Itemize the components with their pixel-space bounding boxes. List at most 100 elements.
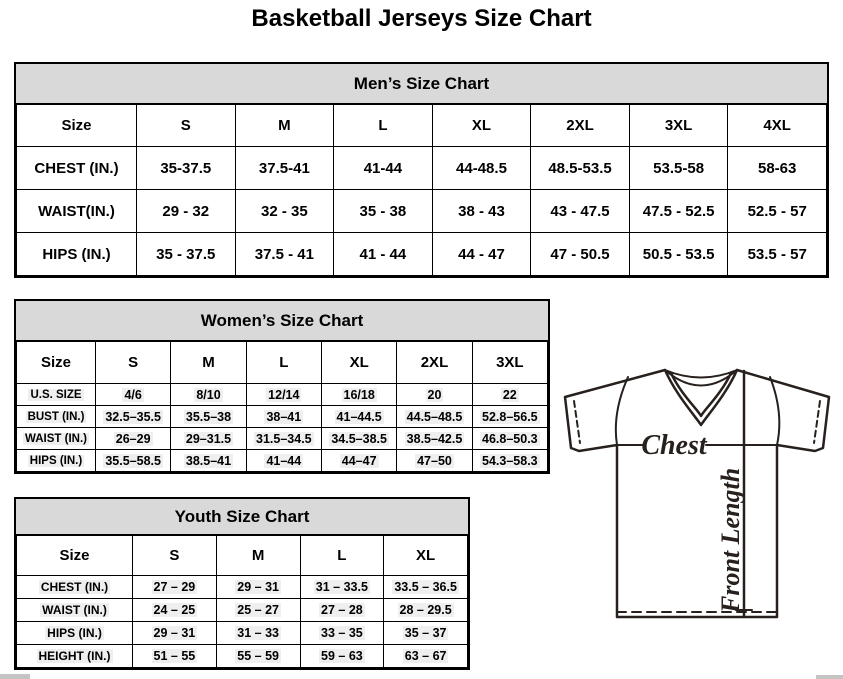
column-header: S [94,341,172,384]
size-cell: 51 – 55 [132,644,217,668]
jersey-outline-icon [563,368,831,619]
size-cell: 58-63 [727,146,827,190]
size-cell: 26–29 [94,427,172,450]
size-cell: 53.5-58 [628,146,729,190]
table-row: CHEST (IN.) 27 – 29 29 – 31 31 – 33.5 33.5 –… [16,575,468,599]
row-label: WAIST (IN.) [16,427,96,450]
size-cell: 4/6 [94,383,172,406]
size-cell: 35 - 38 [333,189,433,233]
size-column-header: Size [16,104,137,147]
size-cell: 12/14 [245,383,322,406]
size-cell: 35.5–58.5 [94,449,172,472]
size-cell: 22 [471,383,549,406]
size-cell: 48.5-53.5 [530,146,630,190]
column-header: S [136,104,236,147]
header-row: Size S M L XL 2XL 3XL [16,341,549,384]
column-header: M [170,341,247,384]
mens-size-table: Size S M L XL 2XL 3XL 4XL CHEST (IN.) 35-37.5 37.… [16,104,827,276]
size-cell: 38 - 43 [431,189,532,233]
size-cell: 28 – 29.5 [383,598,468,622]
row-label: HIPS (IN.) [16,449,96,472]
mens-chart-title: Men’s Size Chart [16,64,827,104]
row-label: HIPS (IN.) [16,232,137,276]
size-cell: 47.5 - 52.5 [628,189,729,233]
size-cell: 53.5 - 57 [727,232,827,276]
table-row: WAIST (IN.) 24 – 25 25 – 27 27 – 28 28 – 29.… [16,598,468,622]
column-header: S [132,535,217,576]
column-header: M [234,104,335,147]
row-label: CHEST (IN.) [16,575,133,599]
size-cell: 35.5–38 [170,405,247,428]
size-cell: 37.5-41 [234,146,335,190]
table-row: HEIGHT (IN.) 51 – 55 55 – 59 59 – 63 63 – 67 [16,644,468,668]
column-header: 2XL [396,341,473,384]
page-title: Basketball Jerseys Size Chart [251,5,592,32]
size-cell: 38.5–42.5 [396,427,473,450]
youth-size-table: Size S M L XL CHEST (IN.) 27 – 29 29 – 31 31 – … [16,535,468,668]
size-column-header: Size [16,341,96,384]
size-cell: 54.3–58.3 [471,449,549,472]
size-cell: 34.5–38.5 [320,427,398,450]
size-cell: 59 – 63 [299,644,385,668]
column-header: L [299,535,385,576]
size-cell: 41-44 [333,146,433,190]
size-cell: 33.5 – 36.5 [383,575,468,599]
womens-chart-title: Women’s Size Chart [16,301,548,341]
column-header: XL [320,341,398,384]
table-row: BUST (IN.) 32.5–35.5 35.5–38 38–41 41–44.5 44… [16,405,549,428]
front-length-label: Front Length [716,468,745,614]
row-label: U.S. SIZE [16,383,96,406]
size-cell: 27 – 29 [132,575,217,599]
size-cell: 41–44 [245,449,322,472]
size-cell: 52.5 - 57 [727,189,827,233]
size-cell: 33 – 35 [299,621,385,645]
size-cell: 29–31.5 [170,427,247,450]
size-cell: 27 – 28 [299,598,385,622]
row-label: HEIGHT (IN.) [16,644,133,668]
size-cell: 16/18 [320,383,398,406]
horizontal-scrollbar-right[interactable] [816,675,843,679]
chest-label: Chest [641,430,708,461]
right-sleeve-seam-icon [769,376,781,446]
size-cell: 38–41 [245,405,322,428]
header-row: Size S M L XL [16,535,468,576]
mens-size-chart: Men’s Size Chart Size S M L XL 2XL 3XL 4XL CHES… [14,62,829,278]
left-cuff-dash-icon [573,400,581,444]
vneck-collar-icon [663,368,739,427]
column-header: XL [383,535,468,576]
size-cell: 32.5–35.5 [94,405,172,428]
table-row: U.S. SIZE 4/6 8/10 12/14 16/18 20 22 [16,383,549,406]
youth-chart-title: Youth Size Chart [16,499,468,535]
column-header: L [333,104,433,147]
size-cell: 43 - 47.5 [530,189,630,233]
column-header: M [215,535,301,576]
horizontal-scrollbar-left[interactable] [0,674,30,679]
size-cell: 44.5–48.5 [396,405,473,428]
jersey-measurement-diagram: Chest Front Length [563,368,831,619]
header-row: Size S M L XL 2XL 3XL 4XL [16,104,827,147]
size-cell: 55 – 59 [215,644,301,668]
youth-size-chart: Youth Size Chart Size S M L XL CHEST (IN.) 27… [14,497,470,670]
size-cell: 47–50 [396,449,473,472]
column-header: 3XL [471,341,549,384]
size-cell: 46.8–50.3 [471,427,549,450]
row-label: WAIST(IN.) [16,189,137,233]
womens-size-table: Size S M L XL 2XL 3XL U.S. SIZE 4/6 8/10 12/14 16/… [16,341,549,472]
table-row: HIPS (IN.) 35 - 37.5 37.5 - 41 41 - 44 44 - … [16,232,827,276]
left-sleeve-seam-icon [614,376,629,446]
row-label: WAIST (IN.) [16,598,133,622]
row-label: HIPS (IN.) [16,621,133,645]
column-header: XL [431,104,532,147]
table-row: HIPS (IN.) 35.5–58.5 38.5–41 41–44 44–47 47–5… [16,449,549,472]
size-cell: 52.8–56.5 [471,405,549,428]
size-cell: 35 – 37 [383,621,468,645]
size-cell: 50.5 - 53.5 [628,232,729,276]
row-label: BUST (IN.) [16,405,96,428]
size-cell: 31 – 33.5 [299,575,385,599]
size-cell: 44-48.5 [431,146,532,190]
size-cell: 41–44.5 [320,405,398,428]
size-cell: 44 - 47 [431,232,532,276]
size-column-header: Size [16,535,133,576]
size-cell: 35-37.5 [136,146,236,190]
table-row: WAIST (IN.) 26–29 29–31.5 31.5–34.5 34.5–38.… [16,427,549,450]
